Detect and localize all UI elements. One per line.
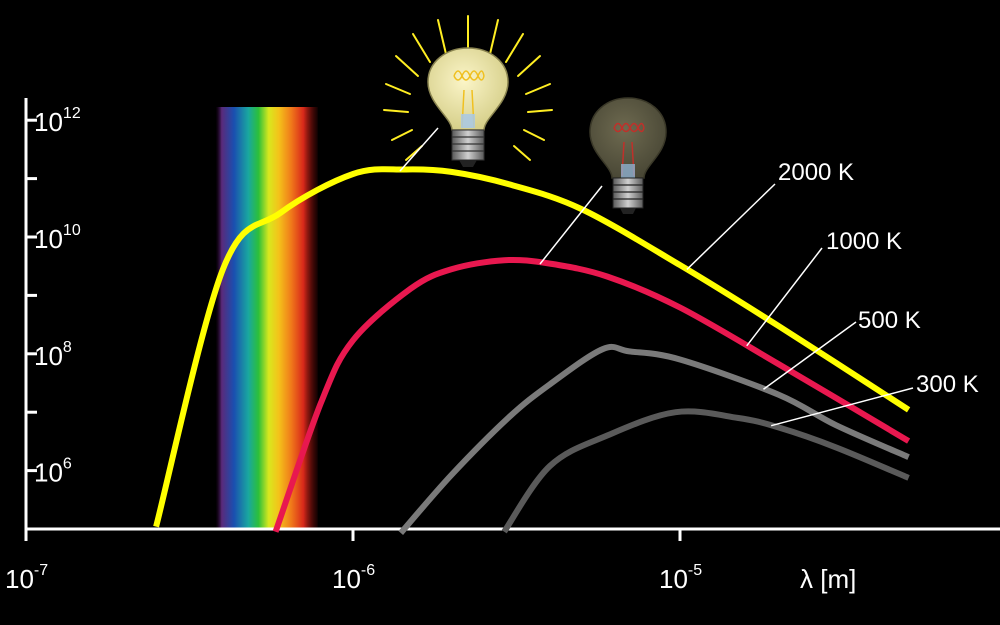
bright-lightbulb-icon	[383, 15, 553, 167]
visible-spectrum-band	[215, 107, 318, 529]
curve-label-2000k: 2000 K	[778, 159, 854, 186]
leader-line-300k	[770, 387, 914, 427]
x-axis: 10-7 10-6 10-5	[5, 527, 1000, 594]
leader-line-500k	[763, 321, 857, 390]
x-tick-label-0: 10-7	[5, 562, 48, 594]
y-tick-label-0: 106	[34, 456, 72, 488]
x-tick-label-2: 10-5	[659, 562, 702, 594]
leader-line-2000k	[686, 183, 776, 270]
dim-bulb-pointer	[539, 185, 603, 265]
curve-label-300k: 300 K	[916, 371, 979, 398]
x-tick-label-1: 10-6	[332, 562, 375, 594]
curve-1000k	[272, 256, 911, 533]
leader-lines-layer	[686, 183, 914, 427]
dim-lightbulb-icon	[589, 97, 667, 214]
curve-2000k	[153, 166, 911, 528]
x-axis-title: λ [m]	[800, 564, 856, 594]
leader-line-1000k	[746, 247, 823, 347]
curve-500k	[398, 343, 910, 535]
curve-label-500k: 500 K	[858, 307, 921, 334]
y-tick-label-1: 108	[34, 339, 72, 371]
curve-label-1000k: 1000 K	[826, 228, 902, 255]
y-tick-label-2: 1010	[34, 222, 81, 254]
y-axis: 106 108 1010 1012	[24, 98, 81, 529]
curve-labels-layer: 2000 K 1000 K 500 K 300 K	[778, 159, 979, 398]
bright-bulb-pointer	[399, 127, 439, 172]
curve-300k	[501, 408, 910, 534]
y-tick-label-3: 1012	[34, 105, 81, 137]
